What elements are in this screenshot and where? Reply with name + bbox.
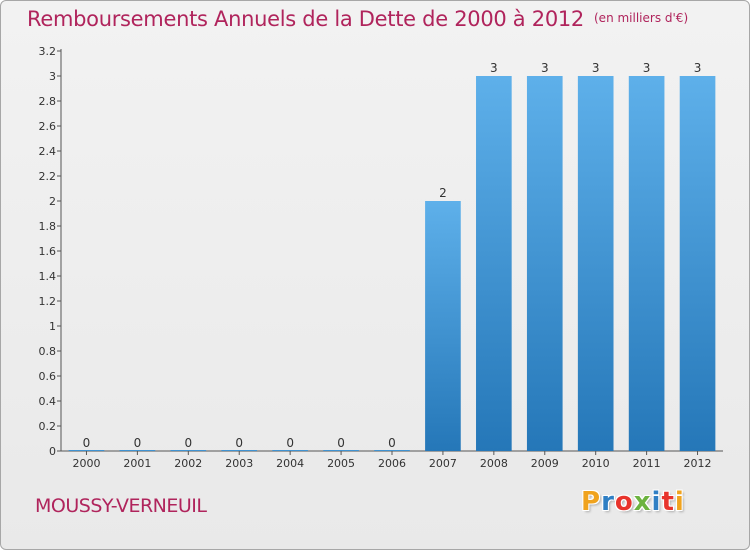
x-tick-label: 2010 [582, 457, 610, 470]
y-tick-label: 2.2 [39, 170, 57, 183]
bar [272, 450, 308, 451]
bar [221, 450, 258, 451]
y-tick-label: 1.8 [39, 220, 57, 233]
proxiti-logo: Proxiti [581, 487, 685, 517]
x-tick-label: 2005 [327, 457, 355, 470]
bar-value-label: 0 [83, 436, 91, 450]
bar-value-label: 0 [337, 436, 345, 450]
x-tick-label: 2007 [429, 457, 457, 470]
bar [476, 76, 512, 451]
bar [628, 76, 665, 451]
bar [526, 76, 563, 451]
logo-letter: r [601, 487, 615, 517]
bar-value-label: 3 [490, 61, 498, 75]
y-tick-label: 0.8 [39, 345, 57, 358]
x-tick-label: 2006 [378, 457, 406, 470]
chart-unit: (en milliers d'€) [594, 11, 689, 25]
logo-letter: x [633, 487, 652, 517]
logo-letter: P [581, 487, 602, 517]
y-tick-label: 1.2 [39, 295, 57, 308]
bar-value-label: 0 [235, 436, 243, 450]
y-tick-label: 0.4 [39, 395, 57, 408]
y-tick-label: 3 [49, 70, 56, 83]
y-tick-label: 0 [49, 445, 56, 458]
bar [679, 76, 716, 451]
bar [68, 450, 105, 451]
y-tick-label: 1 [49, 320, 56, 333]
logo-letter: i [674, 487, 685, 517]
y-tick-label: 0.2 [39, 420, 57, 433]
logo-letter: i [651, 487, 662, 517]
y-tick-label: 1.6 [39, 245, 57, 258]
x-tick-label: 2011 [633, 457, 661, 470]
y-tick-label: 3.2 [39, 45, 57, 58]
bar [425, 201, 461, 451]
x-tick-label: 2002 [174, 457, 202, 470]
bar [170, 450, 207, 451]
y-tick-label: 2.4 [39, 145, 57, 158]
x-tick-label: 2009 [531, 457, 559, 470]
commune-name: MOUSSY-VERNEUIL [35, 495, 207, 517]
bar-value-label: 3 [541, 61, 549, 75]
logo-letter: o [614, 487, 634, 517]
x-tick-label: 2003 [225, 457, 253, 470]
y-tick-label: 0.6 [39, 370, 57, 383]
logo-letter: t [661, 487, 675, 517]
bar-value-label: 0 [286, 436, 294, 450]
y-tick-label: 2.8 [39, 95, 57, 108]
y-tick-label: 1.4 [39, 270, 57, 283]
bar-value-label: 3 [592, 61, 600, 75]
chart-title: Remboursements Annuels de la Dette de 20… [27, 7, 688, 31]
bar [577, 76, 614, 451]
bar [374, 450, 410, 451]
y-tick-label: 2 [49, 195, 56, 208]
bar-value-label: 0 [388, 436, 396, 450]
x-tick-label: 2000 [72, 457, 100, 470]
bar-value-label: 2 [439, 186, 447, 200]
bar-value-label: 3 [643, 61, 651, 75]
x-tick-label: 2001 [123, 457, 151, 470]
bar-value-label: 0 [184, 436, 192, 450]
x-tick-label: 2008 [480, 457, 508, 470]
bar [323, 450, 359, 451]
bar-value-label: 0 [134, 436, 142, 450]
x-tick-label: 2004 [276, 457, 304, 470]
bar [119, 450, 156, 451]
bar-value-label: 3 [694, 61, 702, 75]
x-tick-label: 2012 [684, 457, 712, 470]
y-tick-label: 2.6 [39, 120, 57, 133]
chart-title-text: Remboursements Annuels de la Dette de 20… [27, 7, 584, 31]
